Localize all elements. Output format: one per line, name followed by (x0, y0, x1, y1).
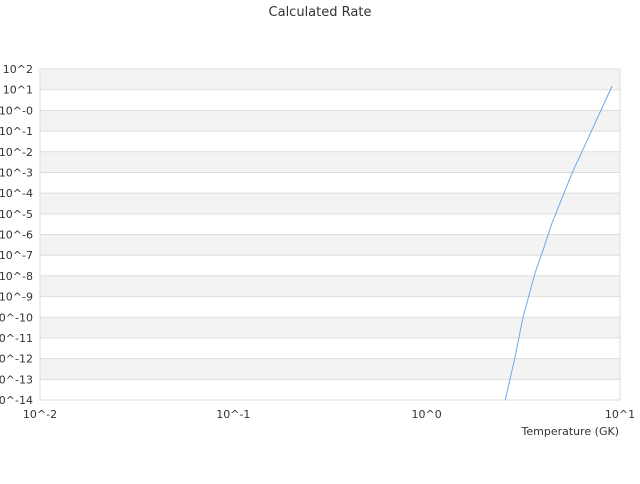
y-tick-label: 10^-5 (0, 208, 33, 221)
x-axis-label: Temperature (GK) (521, 425, 620, 438)
x-tick-label: 10^0 (412, 408, 442, 421)
series-line (504, 85, 613, 401)
y-tick-label: 10^-6 (0, 229, 33, 242)
grid-band (40, 255, 620, 276)
y-tick-label: 10^-14 (0, 394, 33, 407)
y-tick-label: 10^-2 (0, 146, 33, 159)
grid-band (40, 110, 620, 132)
y-tick-label: 10^-11 (0, 332, 33, 345)
y-tick-label: 10^2 (3, 63, 33, 76)
y-tick-label: 10^-10 (0, 311, 33, 324)
grid-band (40, 89, 620, 111)
x-tick-label: 10^-2 (23, 408, 57, 421)
y-tick-label: 10^-0 (0, 104, 33, 117)
grid-band (40, 317, 620, 338)
grid-band (40, 275, 620, 297)
y-tick-label: 10^-4 (0, 187, 33, 200)
grid-band (40, 379, 620, 400)
y-tick-label: 10^-7 (0, 249, 33, 262)
grid-band (40, 172, 620, 194)
grid-band (40, 213, 620, 235)
y-tick-label: 10^-8 (0, 270, 33, 283)
y-tick-label: 10^-9 (0, 291, 33, 304)
x-tick-label: 10^-1 (216, 408, 250, 421)
grid-band (40, 69, 620, 90)
grid-band (40, 131, 620, 152)
y-tick-label: 10^-3 (0, 166, 33, 179)
grid-band (40, 151, 620, 173)
grid-band (40, 234, 620, 256)
grid-band (40, 337, 620, 359)
y-tick-label: 10^-1 (0, 125, 33, 138)
grid-band (40, 193, 620, 214)
y-tick-label: 10^-13 (0, 373, 33, 386)
y-tick-label: 10^-12 (0, 353, 33, 366)
grid-band (40, 358, 620, 380)
grid-band (40, 296, 620, 318)
chart-title: Calculated Rate (269, 5, 372, 20)
x-tick-label: 10^1 (605, 408, 635, 421)
y-tick-label: 10^1 (3, 84, 33, 97)
